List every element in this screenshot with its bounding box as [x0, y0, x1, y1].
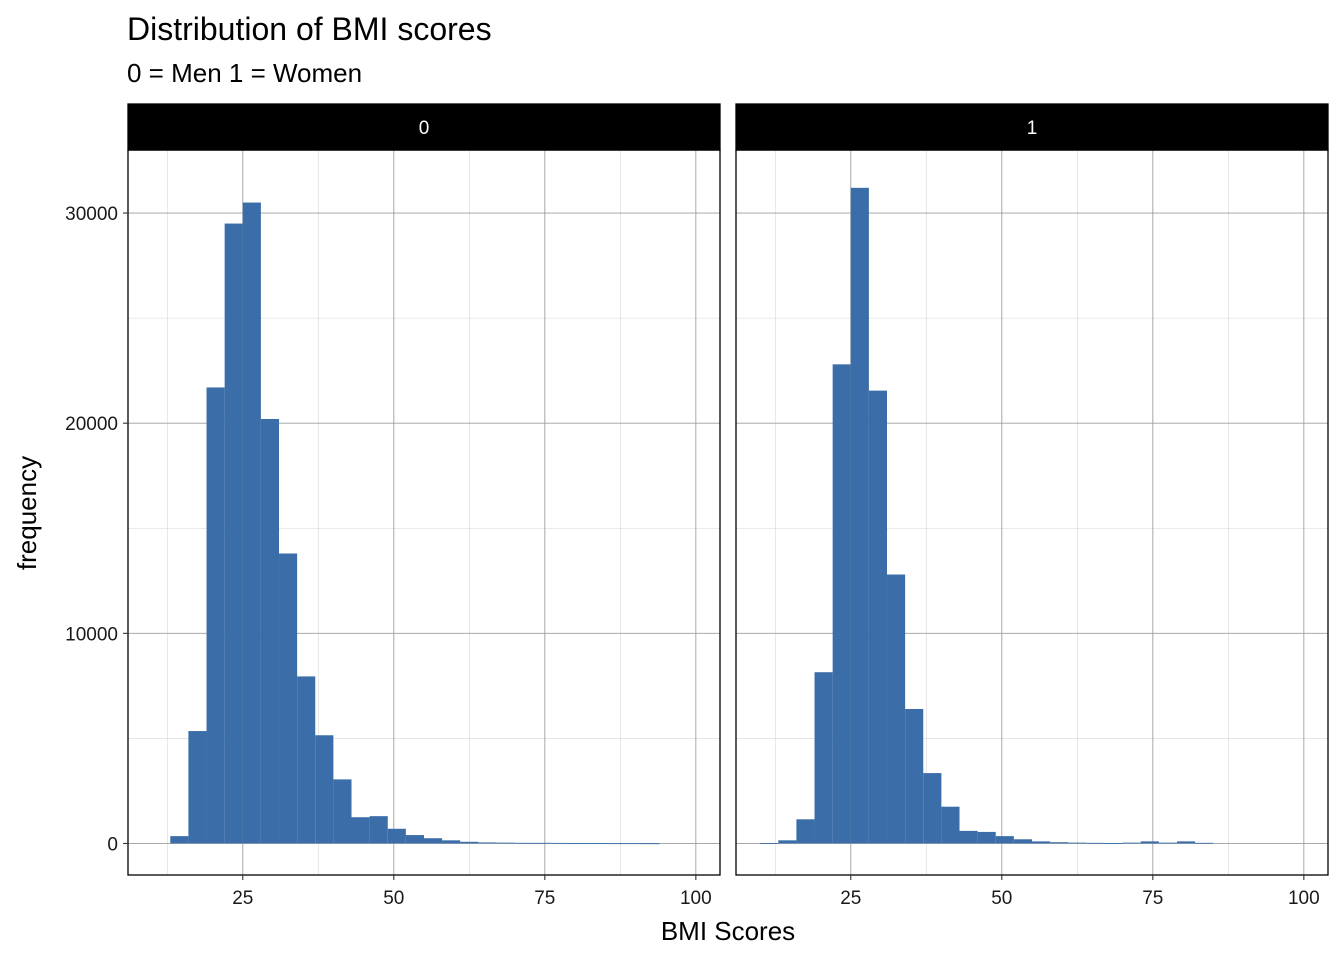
histogram-bar [1195, 842, 1214, 844]
facet-strip [735, 103, 1329, 151]
histogram-bar [941, 806, 960, 844]
histogram-bar [1050, 842, 1069, 844]
x-tick-label: 100 [1288, 888, 1320, 909]
histogram-bar [868, 390, 888, 844]
x-tick-label: 75 [534, 888, 555, 909]
histogram-bar [405, 835, 424, 844]
histogram-bar [442, 840, 461, 844]
histogram-bar [995, 836, 1014, 844]
histogram-bar [532, 842, 551, 844]
chart-title: Distribution of BMI scores [127, 11, 492, 47]
histogram-bar [514, 842, 533, 844]
facet-panels: 0 25 50 75 100 0 10000 20000 30000 1 25 50 75 100 [65, 103, 1329, 909]
histogram-bar [315, 735, 334, 844]
histogram-bar [568, 843, 588, 844]
histogram-bar [1158, 842, 1177, 844]
histogram-bar [814, 672, 833, 844]
y-tick-label: 20000 [65, 414, 118, 435]
histogram-bar [1086, 842, 1105, 844]
histogram-bar [796, 819, 815, 844]
histogram-bar [170, 836, 189, 844]
histogram-bar [279, 553, 298, 844]
histogram-bar [260, 418, 280, 844]
histogram-bar [850, 187, 869, 844]
histogram-bar [206, 387, 225, 844]
histogram-bar [641, 843, 660, 845]
histogram-bar [496, 842, 515, 844]
histogram-bar [550, 842, 569, 844]
histogram-bar [605, 843, 624, 845]
histogram-bar [1104, 843, 1123, 844]
histogram-bar [1140, 841, 1159, 844]
histogram-bar [224, 223, 243, 844]
histogram-bar [478, 842, 497, 844]
facet-panel-0: 0 25 50 75 100 0 10000 20000 30000 [65, 103, 721, 909]
facet-strip [127, 103, 721, 151]
histogram-bar [387, 828, 406, 844]
y-tick-label: 30000 [65, 204, 118, 225]
y-tick-label: 10000 [65, 624, 118, 645]
histogram-bar [1032, 841, 1051, 844]
facet-strip-label: 0 [419, 118, 430, 139]
x-tick-label: 75 [1142, 888, 1163, 909]
x-tick-label: 50 [991, 888, 1012, 909]
histogram-bar [587, 843, 606, 844]
chart-subtitle: 0 = Men 1 = Women [127, 58, 362, 88]
histogram-bar [297, 676, 316, 844]
histogram-bar [623, 843, 642, 845]
x-tick-label: 50 [383, 888, 404, 909]
histogram-bar [959, 830, 978, 844]
x-tick-label: 25 [232, 888, 253, 909]
histogram-bar [424, 838, 443, 844]
x-axis-title: BMI Scores [661, 916, 795, 946]
y-axis-title: frequency [12, 456, 42, 570]
histogram-bar [1068, 842, 1087, 844]
histogram-bar [1013, 839, 1032, 844]
histogram-bar [188, 731, 207, 844]
histogram-bar [977, 831, 996, 844]
histogram-bar [460, 841, 479, 844]
x-tick-label: 25 [840, 888, 861, 909]
histogram-bar [1176, 841, 1196, 844]
histogram-bar [887, 574, 906, 844]
histogram-bar [369, 816, 388, 844]
x-tick-label: 100 [680, 888, 712, 909]
histogram-bar [832, 364, 851, 844]
facet-strip-label: 1 [1027, 118, 1038, 139]
histogram-bar [351, 817, 370, 844]
histogram-bar [760, 843, 779, 844]
histogram-bar [242, 202, 261, 844]
histogram-bar [923, 773, 942, 844]
facet-panel-1: 1 25 50 75 100 [735, 103, 1329, 909]
histogram-bar [905, 708, 924, 844]
histogram-bar [333, 779, 352, 844]
histogram-bar [778, 840, 797, 844]
histogram-bar [1122, 842, 1141, 844]
y-tick-label: 0 [107, 834, 118, 855]
